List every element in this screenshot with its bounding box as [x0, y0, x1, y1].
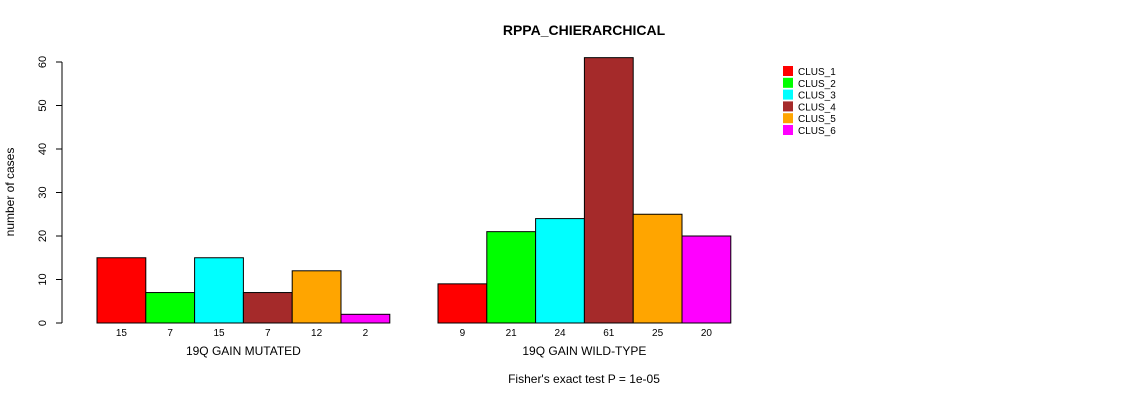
legend-label: CLUS_2	[798, 79, 836, 90]
y-tick-label: 40	[37, 143, 49, 155]
bar-clus-5-group-2	[632, 213, 683, 324]
y-axis-label: number of cases	[3, 148, 17, 237]
bar-clus-1-group-2	[437, 283, 488, 324]
legend-label: CLUS_1	[798, 67, 836, 78]
bar-clus-6-group-1	[340, 313, 391, 324]
group-label: 19Q GAIN WILD-TYPE	[522, 344, 646, 358]
y-tick-label: 30	[37, 186, 49, 198]
bar-value-label: 61	[603, 328, 615, 339]
y-tick-label: 0	[37, 320, 49, 326]
y-axis: 0 10 20 30 40 50 60	[37, 56, 63, 326]
bar-clus-5-group-1	[291, 270, 342, 324]
bar-value-label: 2	[363, 328, 369, 339]
bar-value-label: 9	[460, 328, 466, 339]
y-tick-label: 60	[37, 56, 49, 68]
bar-clus-4-group-2	[583, 57, 634, 324]
group-label: 19Q GAIN MUTATED	[186, 344, 301, 358]
legend-swatch-clus-2	[783, 77, 793, 88]
legend-label: CLUS_6	[798, 126, 836, 137]
legend-label: CLUS_4	[798, 102, 836, 113]
bar-value-labels: 15 7 15 7 12 2 9 21 24 61 25 20	[116, 328, 713, 339]
legend-swatch-clus-3	[783, 89, 793, 100]
legend-label: CLUS_5	[798, 114, 836, 125]
legend-label: CLUS_3	[798, 91, 836, 102]
legend-swatch-clus-6	[783, 125, 793, 135]
legend-swatch-clus-1	[783, 66, 793, 76]
y-tick-label: 50	[37, 99, 49, 111]
bars	[96, 57, 732, 324]
bar-value-label: 25	[652, 328, 664, 339]
bar-value-label: 21	[506, 328, 518, 339]
bar-value-label: 7	[265, 328, 271, 339]
chart-title: RPPA_CHIERARCHICAL	[503, 22, 666, 38]
bar-clus-3-group-2	[535, 218, 585, 324]
bar-value-label: 20	[701, 328, 713, 339]
bar-value-label: 12	[311, 328, 323, 339]
bar-value-label: 15	[116, 328, 128, 339]
bar-clus-2-group-1	[145, 292, 196, 324]
bar-clus-6-group-2	[681, 235, 732, 324]
bar-value-label: 24	[554, 328, 566, 339]
bar-clus-1-group-1	[96, 257, 147, 324]
bar-clus-2-group-2	[486, 231, 537, 324]
y-tick-label: 10	[37, 273, 49, 285]
bar-clus-3-group-1	[194, 257, 244, 324]
group-labels: 19Q GAIN MUTATED 19Q GAIN WILD-TYPE	[186, 344, 646, 358]
bar-value-label: 15	[213, 328, 225, 339]
bar-value-label: 7	[167, 328, 173, 339]
fisher-test-annotation: Fisher's exact test P = 1e-05	[508, 372, 660, 386]
legend-swatch-clus-4	[783, 101, 793, 112]
y-tick-label: 20	[37, 230, 49, 242]
bar-clus-4-group-1	[242, 292, 293, 324]
legend-swatch-clus-5	[783, 113, 793, 124]
